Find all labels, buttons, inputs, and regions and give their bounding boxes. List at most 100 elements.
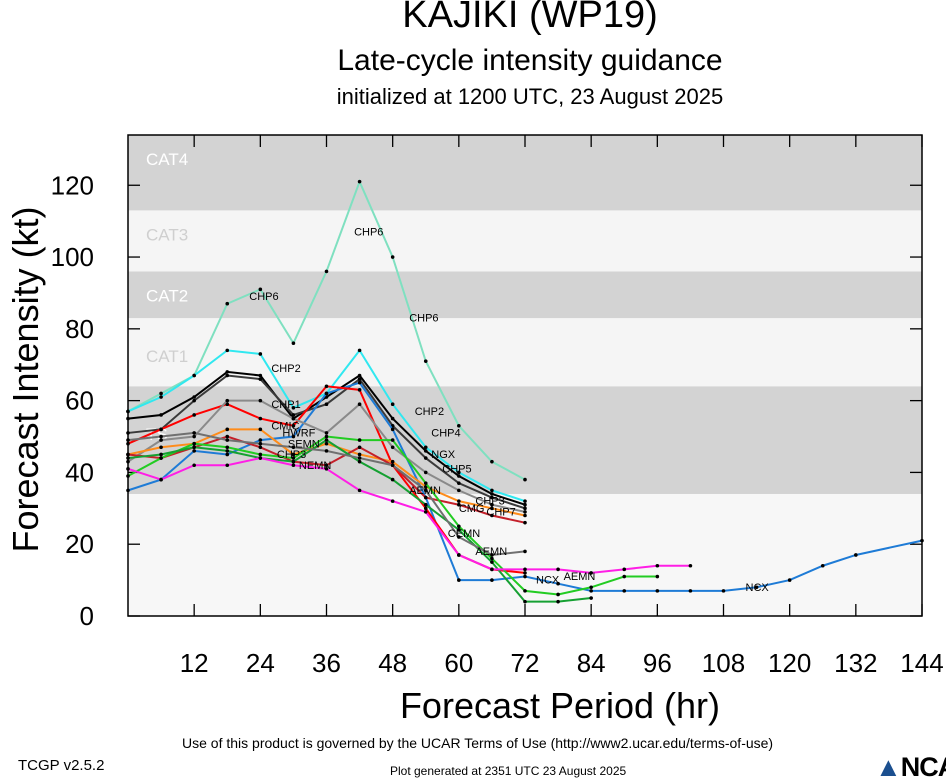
x-axis-title: Forecast Period (hr) [400, 685, 720, 726]
data-point [258, 456, 263, 460]
data-point [655, 574, 660, 579]
model-label: AEMN [475, 546, 507, 558]
data-point [490, 502, 494, 507]
data-point [357, 373, 362, 378]
data-point [357, 348, 362, 353]
data-point [457, 488, 461, 493]
data-point [258, 377, 263, 381]
data-point [523, 589, 527, 593]
data-point [225, 398, 230, 403]
data-point [126, 459, 130, 464]
x-tick-label: 12 [180, 648, 209, 678]
data-point [159, 452, 163, 457]
data-point [920, 538, 924, 543]
data-point [423, 359, 428, 363]
data-point [490, 513, 494, 518]
data-point [192, 463, 196, 468]
data-point [324, 384, 329, 389]
data-point [126, 467, 130, 471]
data-point [556, 581, 560, 586]
data-point [225, 434, 230, 439]
data-point [225, 370, 230, 374]
data-point [390, 438, 395, 442]
data-point [159, 445, 163, 450]
terms-of-use-note: Use of this product is governed by the U… [182, 735, 774, 751]
data-point [390, 499, 395, 503]
model-label: CHP5 [442, 463, 471, 475]
data-point [490, 556, 494, 561]
data-point [126, 488, 130, 493]
data-point [390, 255, 395, 259]
x-tick-label: 132 [834, 648, 877, 678]
data-point [291, 445, 296, 450]
data-point [754, 585, 759, 590]
data-point [258, 427, 263, 432]
y-axis-title: Forecast Intensity (kt) [5, 206, 46, 552]
data-point [225, 373, 230, 378]
data-point [357, 438, 362, 442]
data-point [390, 402, 395, 407]
data-point [390, 427, 395, 432]
data-point [258, 416, 263, 421]
data-point [423, 449, 428, 453]
data-point [622, 574, 627, 579]
model-label: NEMN [299, 460, 331, 472]
data-point [357, 445, 362, 450]
model-label: CHP6 [409, 313, 438, 325]
data-point [490, 488, 494, 493]
data-point [523, 571, 527, 575]
band-label: CAT3 [146, 225, 188, 244]
model-label: NCX [746, 582, 770, 594]
data-point [423, 456, 428, 460]
data-point [324, 449, 329, 453]
data-point [159, 434, 163, 439]
data-point [126, 431, 130, 435]
data-point [225, 438, 230, 442]
data-point [854, 553, 858, 557]
data-point [457, 535, 461, 539]
data-point [291, 416, 296, 421]
data-point [490, 492, 494, 496]
data-point [258, 352, 263, 356]
model-label: AEMN [564, 571, 596, 583]
data-point [423, 445, 428, 450]
data-point [457, 423, 461, 428]
data-point [258, 398, 263, 403]
data-point [423, 481, 428, 485]
model-label: CHP2 [415, 406, 444, 418]
band-cat3 [128, 210, 922, 272]
series-9 [126, 434, 660, 597]
data-point [192, 445, 196, 450]
data-point [490, 567, 494, 572]
model-label: CHP6 [354, 227, 383, 239]
data-point [357, 459, 362, 464]
data-point [390, 416, 395, 421]
data-point [589, 585, 593, 590]
data-point [457, 528, 461, 532]
data-point [159, 395, 163, 399]
data-point [357, 488, 362, 493]
data-point [688, 563, 693, 568]
data-point [324, 441, 329, 446]
data-point [126, 441, 130, 446]
data-point [225, 348, 230, 353]
x-tick-label: 108 [702, 648, 745, 678]
data-point [192, 434, 196, 439]
data-point [291, 413, 296, 417]
data-point [622, 567, 627, 572]
series-12 [126, 431, 527, 557]
data-point [556, 567, 560, 572]
data-point [655, 589, 660, 593]
data-point [291, 456, 296, 460]
x-tick-label: 48 [378, 648, 407, 678]
data-point [291, 406, 296, 410]
data-point [457, 578, 461, 582]
ncar-logo-text: NCAR [900, 752, 946, 782]
data-point [159, 413, 163, 417]
data-point [126, 409, 130, 414]
x-tick-label: 60 [444, 648, 473, 678]
y-tick-label: 120 [51, 170, 94, 200]
data-point [357, 377, 362, 381]
data-point [192, 395, 196, 399]
series-6 [126, 398, 527, 514]
